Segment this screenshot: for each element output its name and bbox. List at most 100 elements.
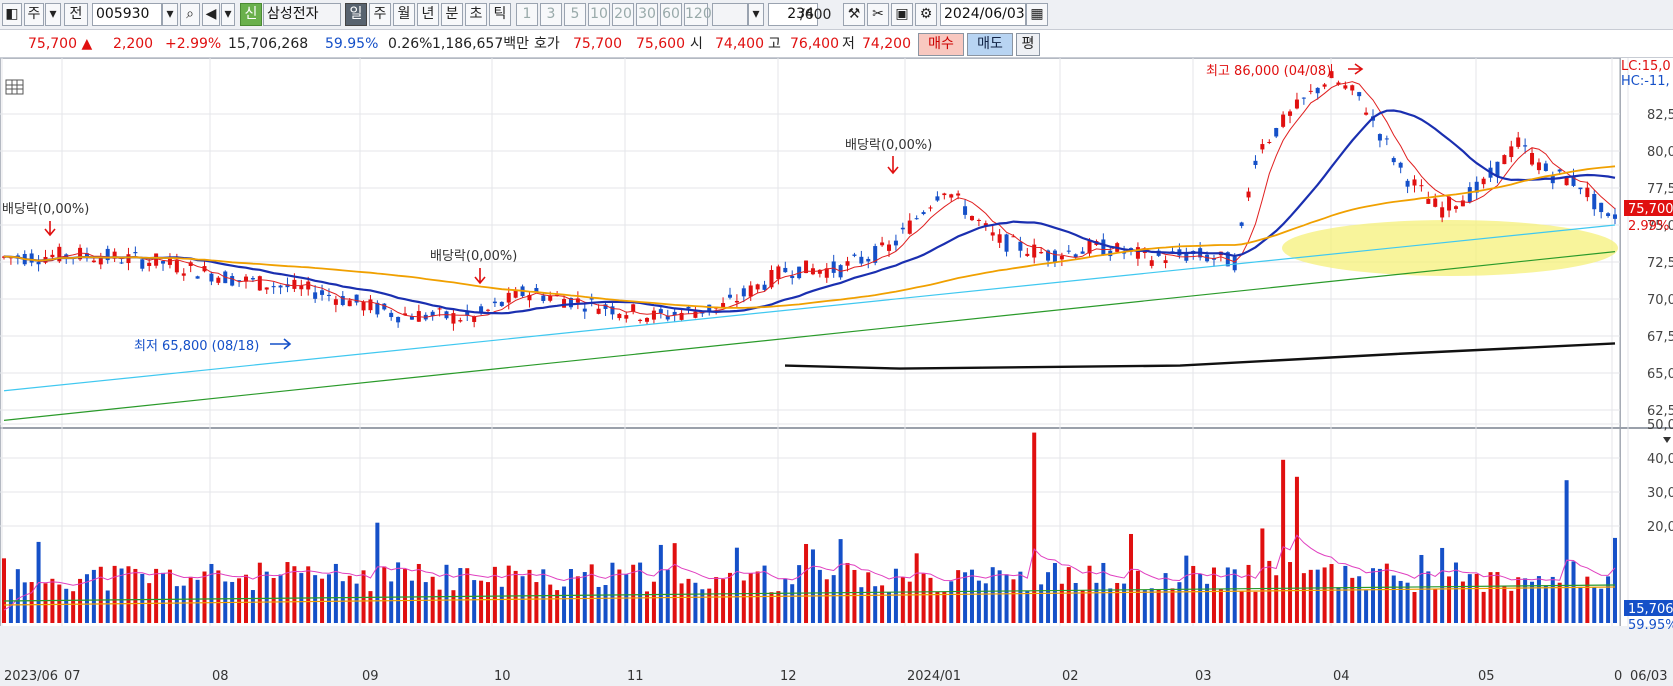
- candle-settings-icon[interactable]: ⚒: [843, 3, 865, 26]
- gear-icon[interactable]: ⚙: [915, 3, 937, 26]
- scissors-icon[interactable]: ✂: [867, 3, 889, 26]
- candle-body: [1032, 244, 1037, 258]
- candle-body: [873, 246, 878, 263]
- search-icon[interactable]: ⌕: [180, 3, 200, 26]
- volume-bar: [389, 581, 394, 623]
- hc-label: HC:-11,: [1621, 74, 1670, 89]
- annotation-dividend-3: 배당락(0,00%): [845, 138, 932, 153]
- volume-bar: [320, 578, 325, 623]
- volume-bar: [907, 581, 912, 623]
- price-tick-label: 75,000: [1647, 219, 1673, 234]
- period-day-tab[interactable]: 일: [345, 3, 367, 26]
- volume-bar: [1191, 565, 1196, 623]
- volume-bar: [78, 578, 83, 623]
- period-month-tab[interactable]: 월: [393, 3, 415, 26]
- minute-1-button[interactable]: 1: [516, 3, 538, 26]
- buy-button[interactable]: 매수: [918, 33, 964, 56]
- candle-body: [326, 294, 331, 296]
- candle-body: [1149, 260, 1154, 266]
- period-second-tab[interactable]: 초: [465, 3, 487, 26]
- period-weekly-button[interactable]: 주: [24, 3, 44, 26]
- candle-body: [804, 260, 809, 274]
- candle-body: [769, 269, 774, 288]
- prev-button[interactable]: 전: [64, 3, 88, 26]
- chevron-down-icon[interactable]: ▾: [45, 3, 61, 26]
- table-view-icon[interactable]: [5, 79, 24, 95]
- volume-bar: [755, 571, 760, 623]
- minute-30-button[interactable]: 30: [636, 3, 658, 26]
- sell-button[interactable]: 매도: [967, 33, 1013, 56]
- volume-bar: [1523, 578, 1528, 623]
- ma240-line: [3, 251, 1616, 421]
- minute-60-button[interactable]: 60: [660, 3, 682, 26]
- period-week-tab[interactable]: 주: [369, 3, 391, 26]
- chevron-down-icon[interactable]: ▾: [221, 3, 235, 26]
- candle-body: [91, 260, 96, 263]
- count-input[interactable]: 234: [768, 3, 818, 26]
- volume-bar: [714, 577, 719, 623]
- volume-bar: [1211, 567, 1216, 623]
- expand-icon[interactable]: [1663, 437, 1671, 443]
- price-chart[interactable]: 82,500 80,000 77,500 75,000 72,500 70,000 67,5…: [0, 58, 1673, 686]
- volume-bar: [1218, 589, 1223, 623]
- candle-body: [506, 292, 511, 303]
- save-icon[interactable]: ▣: [891, 3, 913, 26]
- candle-body: [161, 261, 166, 264]
- volume-bar: [1405, 582, 1410, 623]
- candle-body: [57, 246, 62, 262]
- minute-10-button[interactable]: 10: [588, 3, 610, 26]
- volume-bar: [1301, 573, 1306, 623]
- period-tick-tab[interactable]: 틱: [489, 3, 511, 26]
- volume-bar: [347, 575, 352, 623]
- volume-bar: [237, 578, 242, 623]
- chevron-down-icon[interactable]: ▾: [748, 3, 764, 26]
- high-price: 76,400: [790, 36, 839, 52]
- date-input[interactable]: 2024/06/03: [940, 3, 1026, 26]
- stock-code-input[interactable]: 005930: [92, 3, 162, 26]
- candle-body: [1433, 198, 1438, 207]
- volume-bar: [126, 566, 131, 623]
- volume-ma60-line: [3, 586, 1616, 606]
- volume-bar: [1115, 582, 1120, 623]
- volume-bar: [1149, 588, 1154, 623]
- candle-body: [1357, 92, 1362, 97]
- period-year-tab[interactable]: 년: [417, 3, 439, 26]
- candle-body: [1315, 87, 1320, 94]
- volume-bar: [734, 547, 739, 623]
- volume-bar: [216, 570, 221, 623]
- volume-bar: [866, 572, 871, 623]
- candle-body: [672, 311, 677, 316]
- volume-bar: [762, 565, 767, 623]
- candle-body: [368, 299, 373, 311]
- volume-bar: [1433, 589, 1438, 623]
- minute-3-button[interactable]: 3: [540, 3, 562, 26]
- volume-bar: [1080, 590, 1085, 623]
- volume-tick-label: 40,000: [1647, 452, 1673, 467]
- interval-input[interactable]: [712, 3, 748, 26]
- layout-icon[interactable]: ◧: [2, 3, 22, 26]
- candle-body: [237, 280, 242, 282]
- candle-body: [887, 244, 892, 251]
- stock-name-field[interactable]: 삼성전자: [263, 3, 341, 26]
- code-dropdown-icon[interactable]: ▾: [162, 3, 178, 26]
- minute-120-button[interactable]: 120: [684, 3, 712, 26]
- period-minute-tab[interactable]: 분: [441, 3, 463, 26]
- volume-bar: [624, 574, 629, 623]
- candle-body: [783, 267, 788, 273]
- volume-bar: [741, 580, 746, 623]
- candle-body: [1384, 138, 1389, 140]
- candle-body: [1502, 155, 1507, 165]
- minute-5-button[interactable]: 5: [564, 3, 586, 26]
- minute-20-button[interactable]: 20: [612, 3, 634, 26]
- candle-body: [1398, 162, 1403, 168]
- volume-bar: [22, 582, 27, 623]
- candle-body: [195, 276, 200, 279]
- calendar-icon[interactable]: ▦: [1026, 3, 1048, 26]
- dividend-arrow-icon: [474, 268, 486, 285]
- volume-bar: [568, 569, 573, 623]
- speaker-icon[interactable]: ◀: [202, 3, 220, 26]
- volume-bar: [783, 578, 788, 623]
- average-button[interactable]: 평: [1016, 33, 1040, 56]
- volume-bar: [1267, 560, 1272, 623]
- candle-body: [257, 276, 262, 291]
